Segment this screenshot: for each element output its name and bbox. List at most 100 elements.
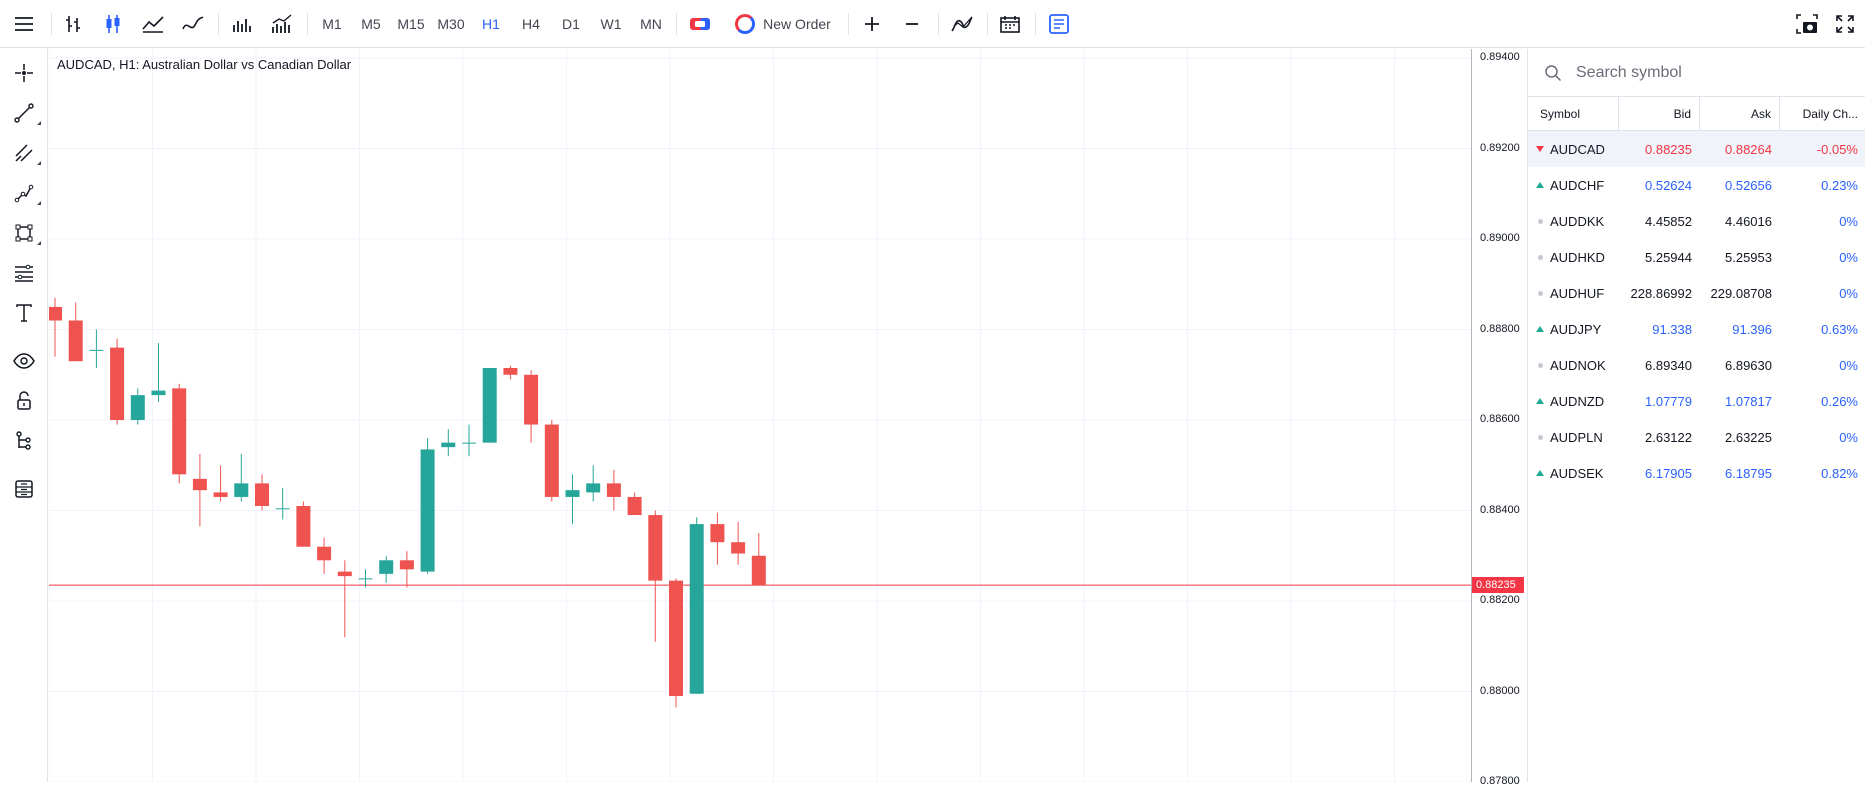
one-click-trading-icon[interactable] (686, 0, 714, 48)
table-row[interactable]: AUDHUF 228.86992 229.08708 0% (1528, 275, 1865, 311)
candle-body (379, 560, 394, 574)
candle-body (68, 320, 83, 362)
change-cell: 0.26% (1821, 393, 1858, 409)
column-bid[interactable]: Bid (1619, 96, 1700, 131)
new-order-button[interactable]: New Order (730, 0, 836, 48)
symbol-cell: AUDSEK (1528, 466, 1619, 481)
menu-icon[interactable] (8, 0, 40, 48)
column-ask[interactable]: Ask (1700, 96, 1780, 131)
toolbar-divider (938, 13, 939, 35)
polyline-icon[interactable] (0, 175, 48, 211)
change-cell: 0% (1839, 429, 1858, 445)
ask-cell: 0.52656 (1725, 177, 1772, 193)
symbol-cell: AUDHUF (1528, 286, 1619, 301)
symbol-cell: AUDNOK (1528, 358, 1619, 373)
candle-body (731, 542, 746, 554)
column-daily-change[interactable]: Daily Ch... (1802, 106, 1858, 121)
price-tick-label: 0.89000 (1480, 232, 1520, 245)
timeframe-h1[interactable]: H1 (482, 16, 500, 32)
symbol-cell: AUDHKD (1528, 250, 1619, 265)
up-arrow-icon (1536, 398, 1544, 404)
candle-body (49, 306, 62, 321)
bid-cell: 4.45852 (1645, 213, 1692, 229)
indicators-icon[interactable] (946, 0, 978, 48)
toolbar-divider (218, 13, 219, 35)
parallel-channel-icon[interactable] (0, 135, 48, 171)
toolbar-divider (1035, 13, 1036, 35)
indicators-bars-icon[interactable] (266, 0, 298, 48)
candle-body (710, 524, 725, 543)
timeframe-w1[interactable]: W1 (600, 16, 622, 32)
fibonacci-icon[interactable] (0, 255, 48, 291)
ask-cell: 91.396 (1732, 321, 1772, 337)
bid-cell: 1.07779 (1645, 393, 1692, 409)
timeframe-m5[interactable]: M5 (361, 16, 381, 32)
change-cell: 0% (1839, 285, 1858, 301)
submenu-indicator (37, 241, 41, 245)
column-symbol[interactable]: Symbol (1528, 96, 1619, 131)
zoom-in-icon[interactable] (857, 0, 887, 48)
table-row[interactable]: AUDJPY 91.338 91.396 0.63% (1528, 311, 1865, 347)
area-chart-icon[interactable] (137, 0, 169, 48)
object-tree-icon[interactable] (0, 423, 48, 459)
candle-body (255, 483, 269, 506)
candle-body (462, 442, 476, 444)
trade-panel-icon[interactable] (1043, 0, 1075, 48)
timeframe-m15[interactable]: M15 (397, 16, 425, 32)
table-row[interactable]: AUDNOK 6.89340 6.89630 0% (1528, 347, 1865, 383)
timeframe-d1[interactable]: D1 (562, 16, 580, 32)
candle-body (503, 367, 518, 375)
neutral-dot-icon (1537, 362, 1543, 368)
table-row[interactable]: AUDCHF 0.52624 0.52656 0.23% (1528, 167, 1865, 203)
symbol-cell: AUDNZD (1528, 394, 1619, 409)
layers-icon[interactable] (0, 471, 48, 507)
table-row[interactable]: AUDHKD 5.25944 5.25953 0% (1528, 239, 1865, 275)
candle-body (606, 483, 621, 497)
symbol-name: AUDSEK (1550, 465, 1604, 481)
price-tick-label: 0.88800 (1480, 322, 1520, 335)
change-cell: -0.05% (1816, 141, 1858, 157)
timeframe-m1[interactable]: M1 (322, 16, 342, 32)
candle-body (151, 390, 166, 396)
ask-cell: 2.63225 (1725, 429, 1772, 445)
symbol-name: AUDNZD (1550, 393, 1605, 409)
table-row[interactable]: AUDPLN 2.63122 2.63225 0% (1528, 419, 1865, 455)
bar-chart-icon[interactable] (57, 0, 89, 48)
table-row[interactable]: AUDDKK 4.45852 4.46016 0% (1528, 203, 1865, 239)
search-input[interactable] (1576, 63, 1836, 82)
candle-body (130, 395, 145, 421)
table-row[interactable]: AUDNZD 1.07779 1.07817 0.26% (1528, 383, 1865, 419)
fullscreen-icon[interactable] (1831, 0, 1859, 48)
candle-body (669, 580, 683, 697)
candle-body (648, 515, 663, 581)
volume-icon[interactable] (226, 0, 258, 48)
candlestick-icon[interactable] (97, 0, 129, 48)
table-row[interactable]: AUDCAD 0.88235 0.88264 -0.05% (1528, 131, 1865, 167)
toolbar-divider (848, 13, 849, 35)
text-icon[interactable] (0, 295, 48, 331)
toolbar-divider (51, 13, 52, 35)
candle-body (420, 449, 435, 572)
symbol-search[interactable] (1528, 49, 1865, 97)
price-axis[interactable]: 0.88235 0.89400 0.89200 0.89000 0.88800 0.88… (1471, 49, 1526, 787)
lock-icon[interactable] (0, 383, 48, 419)
table-row[interactable]: AUDSEK 6.17905 6.18795 0.82% (1528, 455, 1865, 491)
toolbar-divider (676, 13, 677, 35)
timeframe-mn[interactable]: MN (640, 16, 662, 32)
line-chart-icon[interactable] (177, 0, 209, 48)
timeframe-h4[interactable]: H4 (522, 16, 540, 32)
screenshot-icon[interactable] (1791, 0, 1823, 48)
crosshair-icon[interactable] (0, 55, 48, 91)
candlestick-chart[interactable] (49, 49, 1471, 782)
timeframe-m30[interactable]: M30 (437, 16, 465, 32)
zoom-out-icon[interactable] (897, 0, 927, 48)
symbol-name: AUDCHF (1550, 177, 1605, 193)
calendar-icon[interactable] (994, 0, 1026, 48)
shapes-icon[interactable] (0, 215, 48, 251)
visibility-icon[interactable] (0, 343, 48, 379)
candle-body (337, 571, 352, 577)
bid-cell: 0.88235 (1645, 141, 1692, 157)
candle-body (172, 388, 187, 475)
price-chart[interactable]: AUDCAD, H1: Australian Dollar vs Canadia… (49, 49, 1471, 782)
trend-line-icon[interactable] (0, 95, 48, 131)
